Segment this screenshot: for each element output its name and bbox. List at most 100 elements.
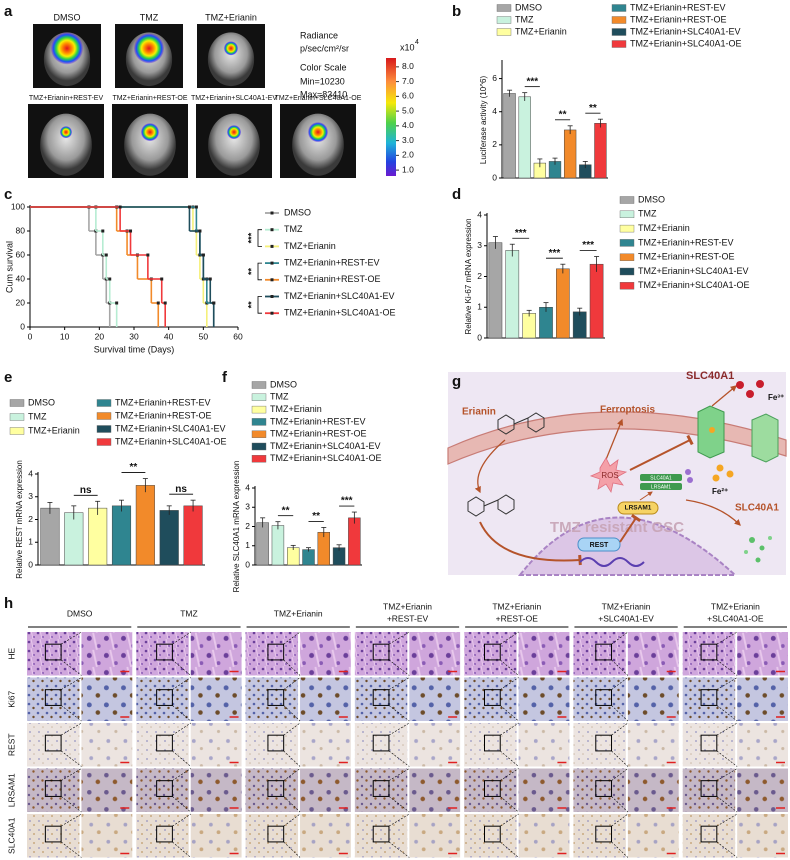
zoom-guide [716, 677, 738, 690]
micrograph-high [518, 632, 570, 676]
legend-label: DMSO [638, 194, 665, 204]
event-marker [163, 301, 167, 305]
event-marker [101, 229, 105, 233]
y-tick-label: 60 [16, 249, 26, 259]
micrograph-high [300, 814, 351, 858]
legend-label: TMZ+Erianin+REST-OE [638, 252, 735, 262]
bar [505, 250, 520, 339]
zoom-box [44, 780, 62, 797]
zoom-box [595, 780, 613, 797]
legend-marker [270, 295, 274, 298]
zoom-guide [716, 841, 738, 858]
bioluminescence-signal [51, 32, 83, 65]
zoom-box [372, 734, 390, 752]
bioluminescence-signal [224, 41, 238, 56]
legend-swatch [9, 427, 25, 435]
legend-marker [270, 311, 274, 315]
arrow [639, 491, 653, 501]
zoom-box [267, 643, 285, 661]
rest-label: REST [590, 542, 609, 549]
fragment [755, 557, 761, 563]
y-tick-label: 0 [477, 332, 482, 342]
y-tick-label: 4 [492, 106, 497, 116]
zoom-guide [60, 813, 82, 827]
significance-bracket [257, 229, 262, 247]
legend-swatch [9, 399, 25, 407]
bioluminescence-signal [141, 123, 159, 142]
arrow [685, 499, 741, 526]
x-tick-label: 30 [129, 331, 139, 341]
zoom-guide [388, 659, 410, 676]
y-tick-label: 0 [28, 559, 33, 569]
zoom-guide [60, 768, 82, 781]
zoom-guide [716, 750, 738, 767]
zoom-guide [716, 659, 738, 676]
panel-label: d [452, 186, 461, 203]
legend-label: TMZ [515, 14, 534, 24]
legend-label: TMZ+Erianin [284, 241, 336, 251]
row-label: REST [6, 733, 16, 756]
column-header: +SLC40A1-EV [598, 613, 654, 623]
column-header: DMSO [67, 608, 93, 618]
zoom-guide [716, 813, 738, 827]
zoom-guide [388, 768, 410, 781]
legend-swatch [619, 196, 635, 204]
legend-label: TMZ [28, 411, 47, 421]
colorbar-tick-label: 2.0 [402, 150, 414, 160]
mouse-head [292, 113, 344, 176]
bar [271, 525, 285, 566]
zoom-guide [172, 750, 191, 767]
fragment [744, 550, 748, 554]
micrograph-high [190, 814, 242, 858]
micrograph-high [627, 814, 679, 858]
group-label: DMSO [54, 12, 81, 22]
bar [302, 549, 315, 566]
bar [88, 507, 108, 566]
zoom-guide [60, 841, 82, 858]
legend-swatch [611, 40, 627, 48]
legend-label: TMZ+Erianin+SLC40A1-OE [115, 436, 227, 446]
y-tick-label: 4 [28, 468, 33, 478]
iron [709, 427, 715, 433]
zoom-box [267, 689, 285, 706]
bar [589, 263, 604, 339]
lrsam1-label: LRSAM1 [625, 505, 652, 512]
significance-label: *** [246, 232, 256, 243]
micrograph-high [518, 723, 570, 767]
column-header: +REST-OE [496, 613, 539, 623]
slc40a1-box [640, 474, 682, 481]
arrow [711, 385, 737, 407]
fe2-ion [726, 470, 734, 478]
zoom-box [44, 825, 62, 843]
slc40a1-degradation-label: SLC40A1 [735, 503, 779, 514]
zoom-box [372, 689, 390, 706]
legend-label: DMSO [515, 2, 542, 12]
micrograph-high [81, 768, 133, 812]
zoom-box [484, 689, 501, 706]
micrograph-low [354, 768, 408, 812]
colorbar-tick-label: 1.0 [402, 164, 414, 174]
zoom-box [372, 825, 390, 843]
panel-label: c [4, 186, 12, 203]
zoom-box [484, 825, 501, 843]
fe2-label: Fe²⁺ [712, 487, 728, 496]
event-marker [108, 277, 112, 281]
y-tick-label: 100 [11, 201, 25, 211]
zoom-guide [172, 722, 191, 736]
y-tick-label: 20 [16, 297, 26, 307]
legend-swatch [251, 455, 267, 463]
bar [556, 268, 570, 339]
colorbar-tick-label: 6.0 [402, 91, 414, 101]
y-tick-label: 40 [16, 273, 26, 283]
micrograph-high [518, 677, 570, 721]
significance-bracket [257, 262, 262, 281]
column-header: TMZ+Erianin [274, 608, 323, 618]
zoom-guide [60, 631, 82, 645]
zoom-box [156, 780, 173, 797]
micrograph-high [300, 768, 351, 812]
zoom-guide [388, 705, 410, 722]
event-marker [208, 277, 212, 281]
zoom-guide [716, 796, 738, 813]
zoom-box [156, 825, 173, 843]
column-header: TMZ [180, 608, 197, 618]
